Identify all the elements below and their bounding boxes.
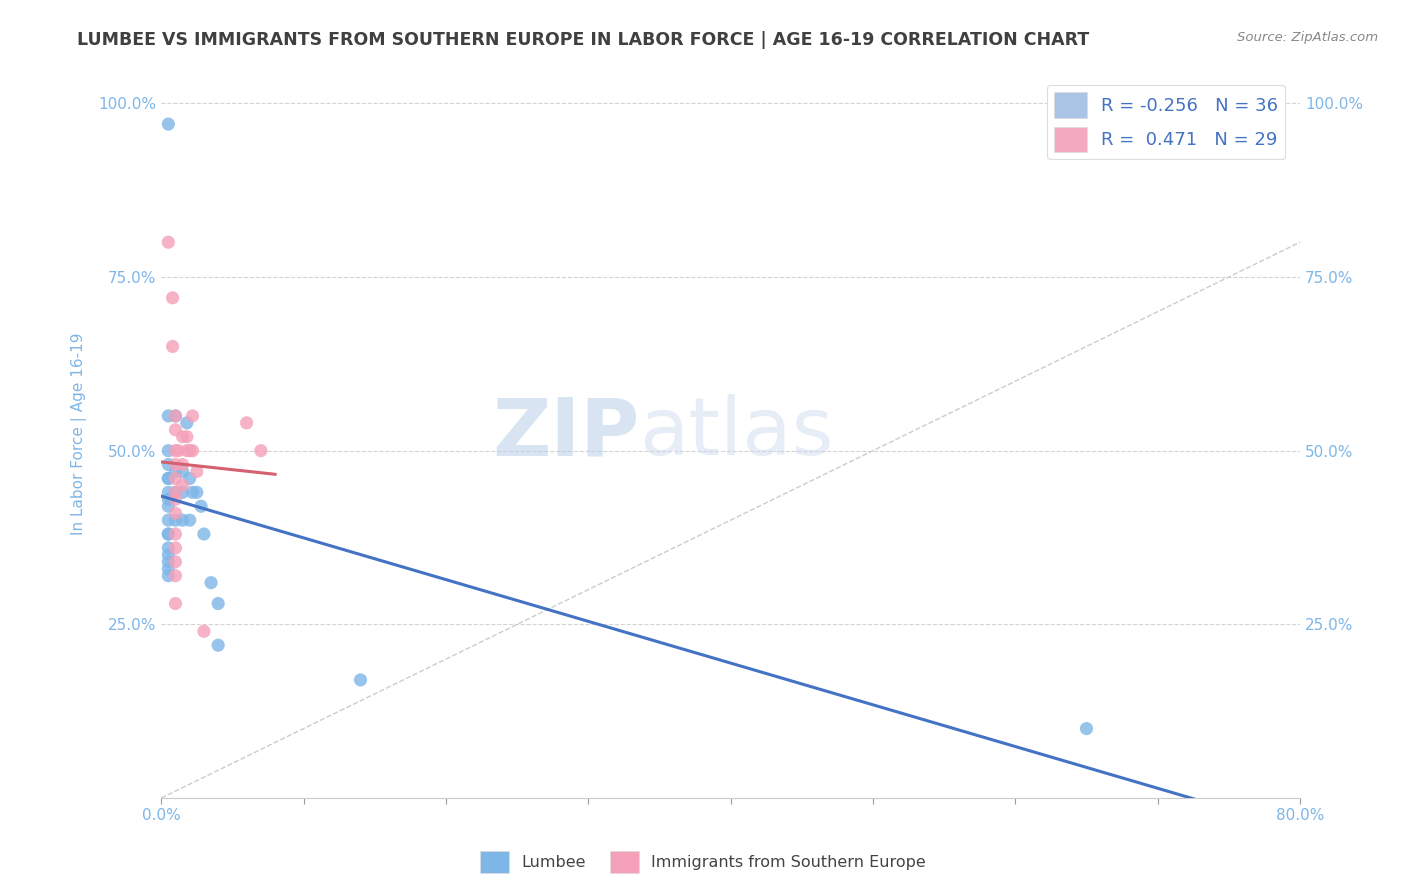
- Point: [207, 597, 229, 611]
- Point: [172, 465, 194, 479]
- Point: [200, 575, 222, 590]
- Point: [165, 597, 187, 611]
- Point: [186, 485, 208, 500]
- Point: [190, 500, 212, 514]
- Point: [250, 443, 273, 458]
- Point: [165, 423, 187, 437]
- Point: [157, 562, 180, 576]
- Point: [157, 555, 180, 569]
- Point: [165, 527, 187, 541]
- Point: [1076, 722, 1098, 736]
- Point: [157, 485, 180, 500]
- Legend: R = -0.256   N = 36, R =  0.471   N = 29: R = -0.256 N = 36, R = 0.471 N = 29: [1047, 85, 1285, 160]
- Point: [179, 513, 201, 527]
- Point: [172, 458, 194, 472]
- Point: [162, 339, 184, 353]
- Point: [162, 291, 184, 305]
- Point: [165, 485, 187, 500]
- Point: [181, 485, 204, 500]
- Point: [157, 443, 180, 458]
- Point: [157, 409, 180, 423]
- Point: [157, 500, 180, 514]
- Point: [193, 624, 215, 639]
- Point: [165, 506, 187, 520]
- Point: [157, 548, 180, 562]
- Point: [165, 443, 187, 458]
- Point: [157, 471, 180, 485]
- Point: [165, 458, 187, 472]
- Point: [349, 673, 371, 687]
- Point: [157, 471, 180, 485]
- Point: [165, 555, 187, 569]
- Point: [165, 541, 187, 555]
- Point: [157, 235, 180, 250]
- Point: [167, 443, 190, 458]
- Point: [176, 443, 198, 458]
- Point: [165, 471, 187, 485]
- Point: [165, 485, 187, 500]
- Text: atlas: atlas: [640, 394, 834, 472]
- Point: [165, 409, 187, 423]
- Point: [172, 513, 194, 527]
- Point: [235, 416, 257, 430]
- Point: [181, 443, 204, 458]
- Point: [157, 541, 180, 555]
- Point: [207, 638, 229, 652]
- Point: [181, 409, 204, 423]
- Point: [186, 465, 208, 479]
- Text: Source: ZipAtlas.com: Source: ZipAtlas.com: [1237, 31, 1378, 45]
- Point: [176, 416, 198, 430]
- Point: [165, 513, 187, 527]
- Point: [157, 513, 180, 527]
- Legend: Lumbee, Immigrants from Southern Europe: Lumbee, Immigrants from Southern Europe: [474, 844, 932, 880]
- Point: [157, 117, 180, 131]
- Text: LUMBEE VS IMMIGRANTS FROM SOUTHERN EUROPE IN LABOR FORCE | AGE 16-19 CORRELATION: LUMBEE VS IMMIGRANTS FROM SOUTHERN EUROP…: [77, 31, 1090, 49]
- Point: [165, 409, 187, 423]
- Point: [172, 485, 194, 500]
- Y-axis label: In Labor Force | Age 16-19: In Labor Force | Age 16-19: [72, 332, 87, 534]
- Point: [157, 527, 180, 541]
- Point: [157, 458, 180, 472]
- Text: ZIP: ZIP: [492, 394, 640, 472]
- Point: [179, 471, 201, 485]
- Point: [157, 492, 180, 507]
- Point: [179, 443, 201, 458]
- Point: [165, 492, 187, 507]
- Point: [157, 568, 180, 582]
- Point: [172, 478, 194, 492]
- Point: [172, 430, 194, 444]
- Point: [165, 465, 187, 479]
- Point: [165, 568, 187, 582]
- Point: [157, 527, 180, 541]
- Point: [193, 527, 215, 541]
- Point: [176, 430, 198, 444]
